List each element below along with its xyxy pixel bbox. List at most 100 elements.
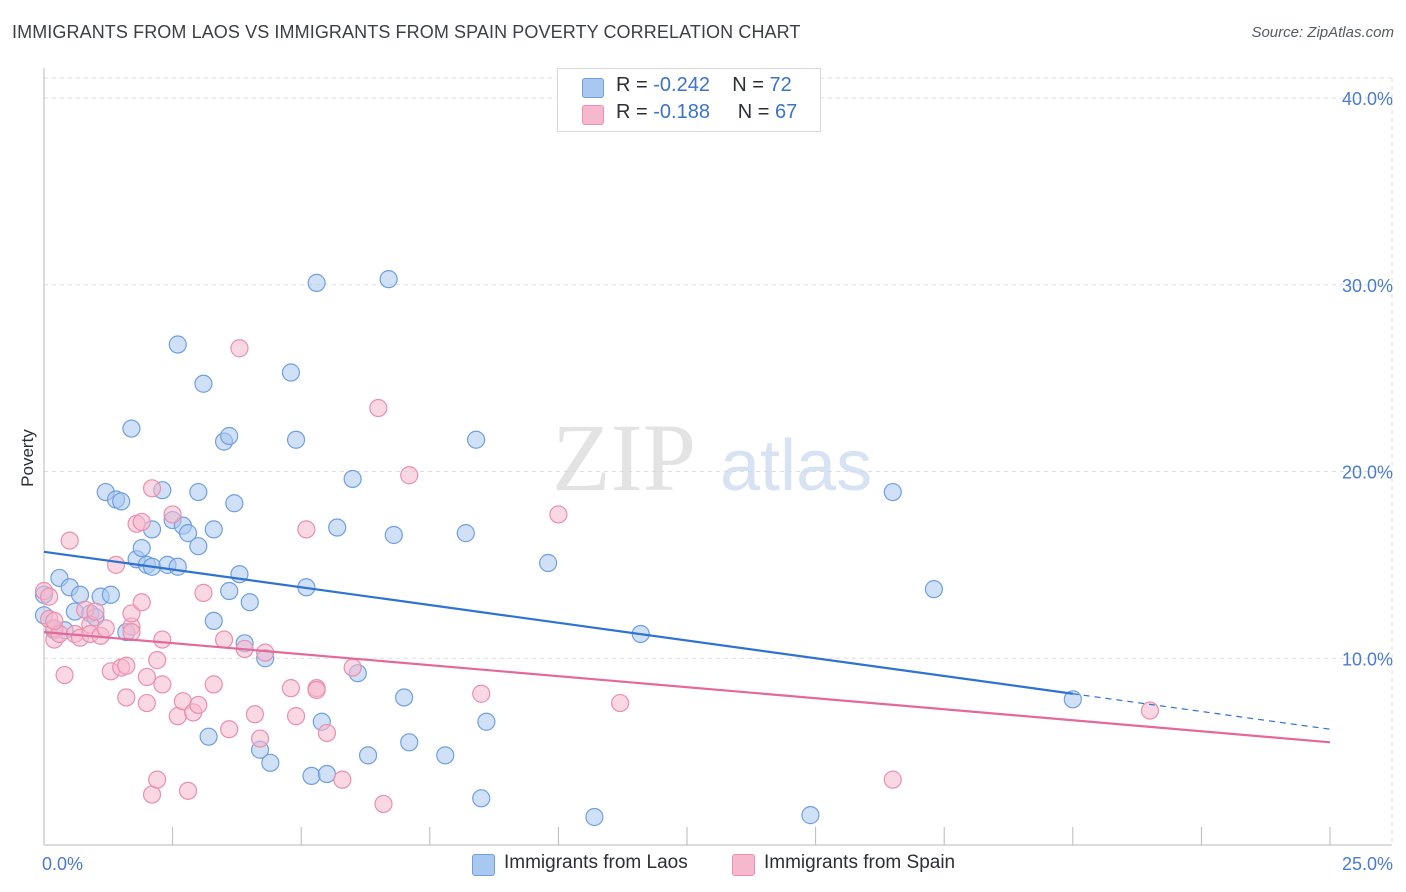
spain-point [369,398,388,418]
chart-title: IMMIGRANTS FROM LAOS VS IMMIGRANTS FROM … [12,22,801,42]
legend-r-label: R = [616,101,648,123]
trend-lines [43,550,1331,744]
legend-r-label: R = [616,74,648,96]
laos-point [220,581,239,601]
laos-point [328,518,347,537]
laos-point [477,712,496,731]
laos-point [225,494,244,513]
x-tick-label: 25.0% [1342,854,1393,874]
spain-point [137,667,156,687]
legend-label-spain: Immigrants from Spain [764,852,956,873]
spain-point [106,555,126,574]
watermark: ZIP atlas [552,404,872,511]
spain-point [153,675,172,694]
legend-n-label: N = [737,101,770,123]
spain-point [148,770,167,789]
spain-point [549,505,568,524]
spain-point [245,705,265,724]
y-tick-label: 30.0% [1342,276,1393,296]
laos-point [379,270,398,289]
spain-point [317,723,337,743]
spain-point [148,651,167,670]
laos-point [286,430,306,449]
spain-trend-line [43,631,1331,744]
laos-point [302,766,321,786]
laos-point [122,419,141,438]
laos-point [199,727,218,746]
spain-point [142,479,162,498]
stats-legend: R = -0.242 N = 72 R = -0.188 N = 67 [557,68,821,132]
spain-point [220,720,239,739]
spain-point [333,770,352,789]
spain-point [122,604,141,623]
spain-point [45,611,64,631]
spain-point [132,512,151,532]
laos-point [317,764,337,784]
legend-swatch-spain [582,105,604,125]
watermark-atlas: atlas [720,426,872,506]
spain-point [400,466,419,485]
spain-point [117,656,136,675]
laos-point [436,746,455,765]
laos-point [883,482,902,502]
laos-point [1063,690,1082,709]
spain-point [214,630,234,649]
laos-point [472,789,491,808]
y-tick-label: 20.0% [1342,463,1393,483]
laos-point [189,537,208,556]
laos-point [400,733,419,752]
laos-point [132,538,151,558]
laos-trend-line [43,550,1073,695]
legend-swatch-spain [732,854,755,876]
spain-point [297,520,316,539]
spain-point [204,675,223,694]
spain-point [153,630,172,649]
spain-point [1140,701,1160,720]
spain-point [374,794,393,814]
spain-point [230,339,249,358]
y-tick-label: 10.0% [1342,649,1393,669]
laos-point [539,553,558,573]
laos-point [204,611,223,631]
legend-n-value: 72 [769,74,792,96]
spain-point [286,707,306,726]
y-tick-label: 40.0% [1342,89,1393,109]
legend-r-value: -0.188 [653,101,710,123]
laos-point [394,688,414,707]
spain-point [178,781,198,800]
legend-label-laos: Immigrants from Laos [504,852,688,873]
laos-point [801,806,820,825]
spain-point [163,505,182,524]
laos-point [204,520,223,539]
legend-swatch-laos [582,78,604,98]
watermark-zip: ZIP [552,404,696,511]
laos-point [466,430,486,449]
laos-point [189,482,208,502]
source-label: Source: ZipAtlas.com [1251,24,1394,41]
data-points [34,270,1160,827]
spain-point [40,587,59,606]
spain-point [96,619,115,638]
laos-point [194,374,213,393]
laos-point [101,585,120,604]
spain-point [611,693,630,713]
laos-point [456,524,475,543]
laos-point [220,426,239,446]
axes [43,68,1392,846]
legend-n-label: N = [732,74,764,96]
spain-point [343,658,362,677]
spain-point [137,693,156,713]
spain-point [117,688,136,707]
laos-point [343,469,362,489]
spain-point [60,531,79,550]
series-legend: Immigrants from Laos Immigrants from Spa… [0,852,1406,878]
laos-point [261,753,280,772]
spain-point [307,680,326,700]
spain-point [189,695,208,715]
laos-point [112,492,131,511]
laos-point [924,580,944,599]
spain-point [472,684,491,703]
legend-n-value: 67 [775,101,798,123]
spain-point [55,665,74,685]
